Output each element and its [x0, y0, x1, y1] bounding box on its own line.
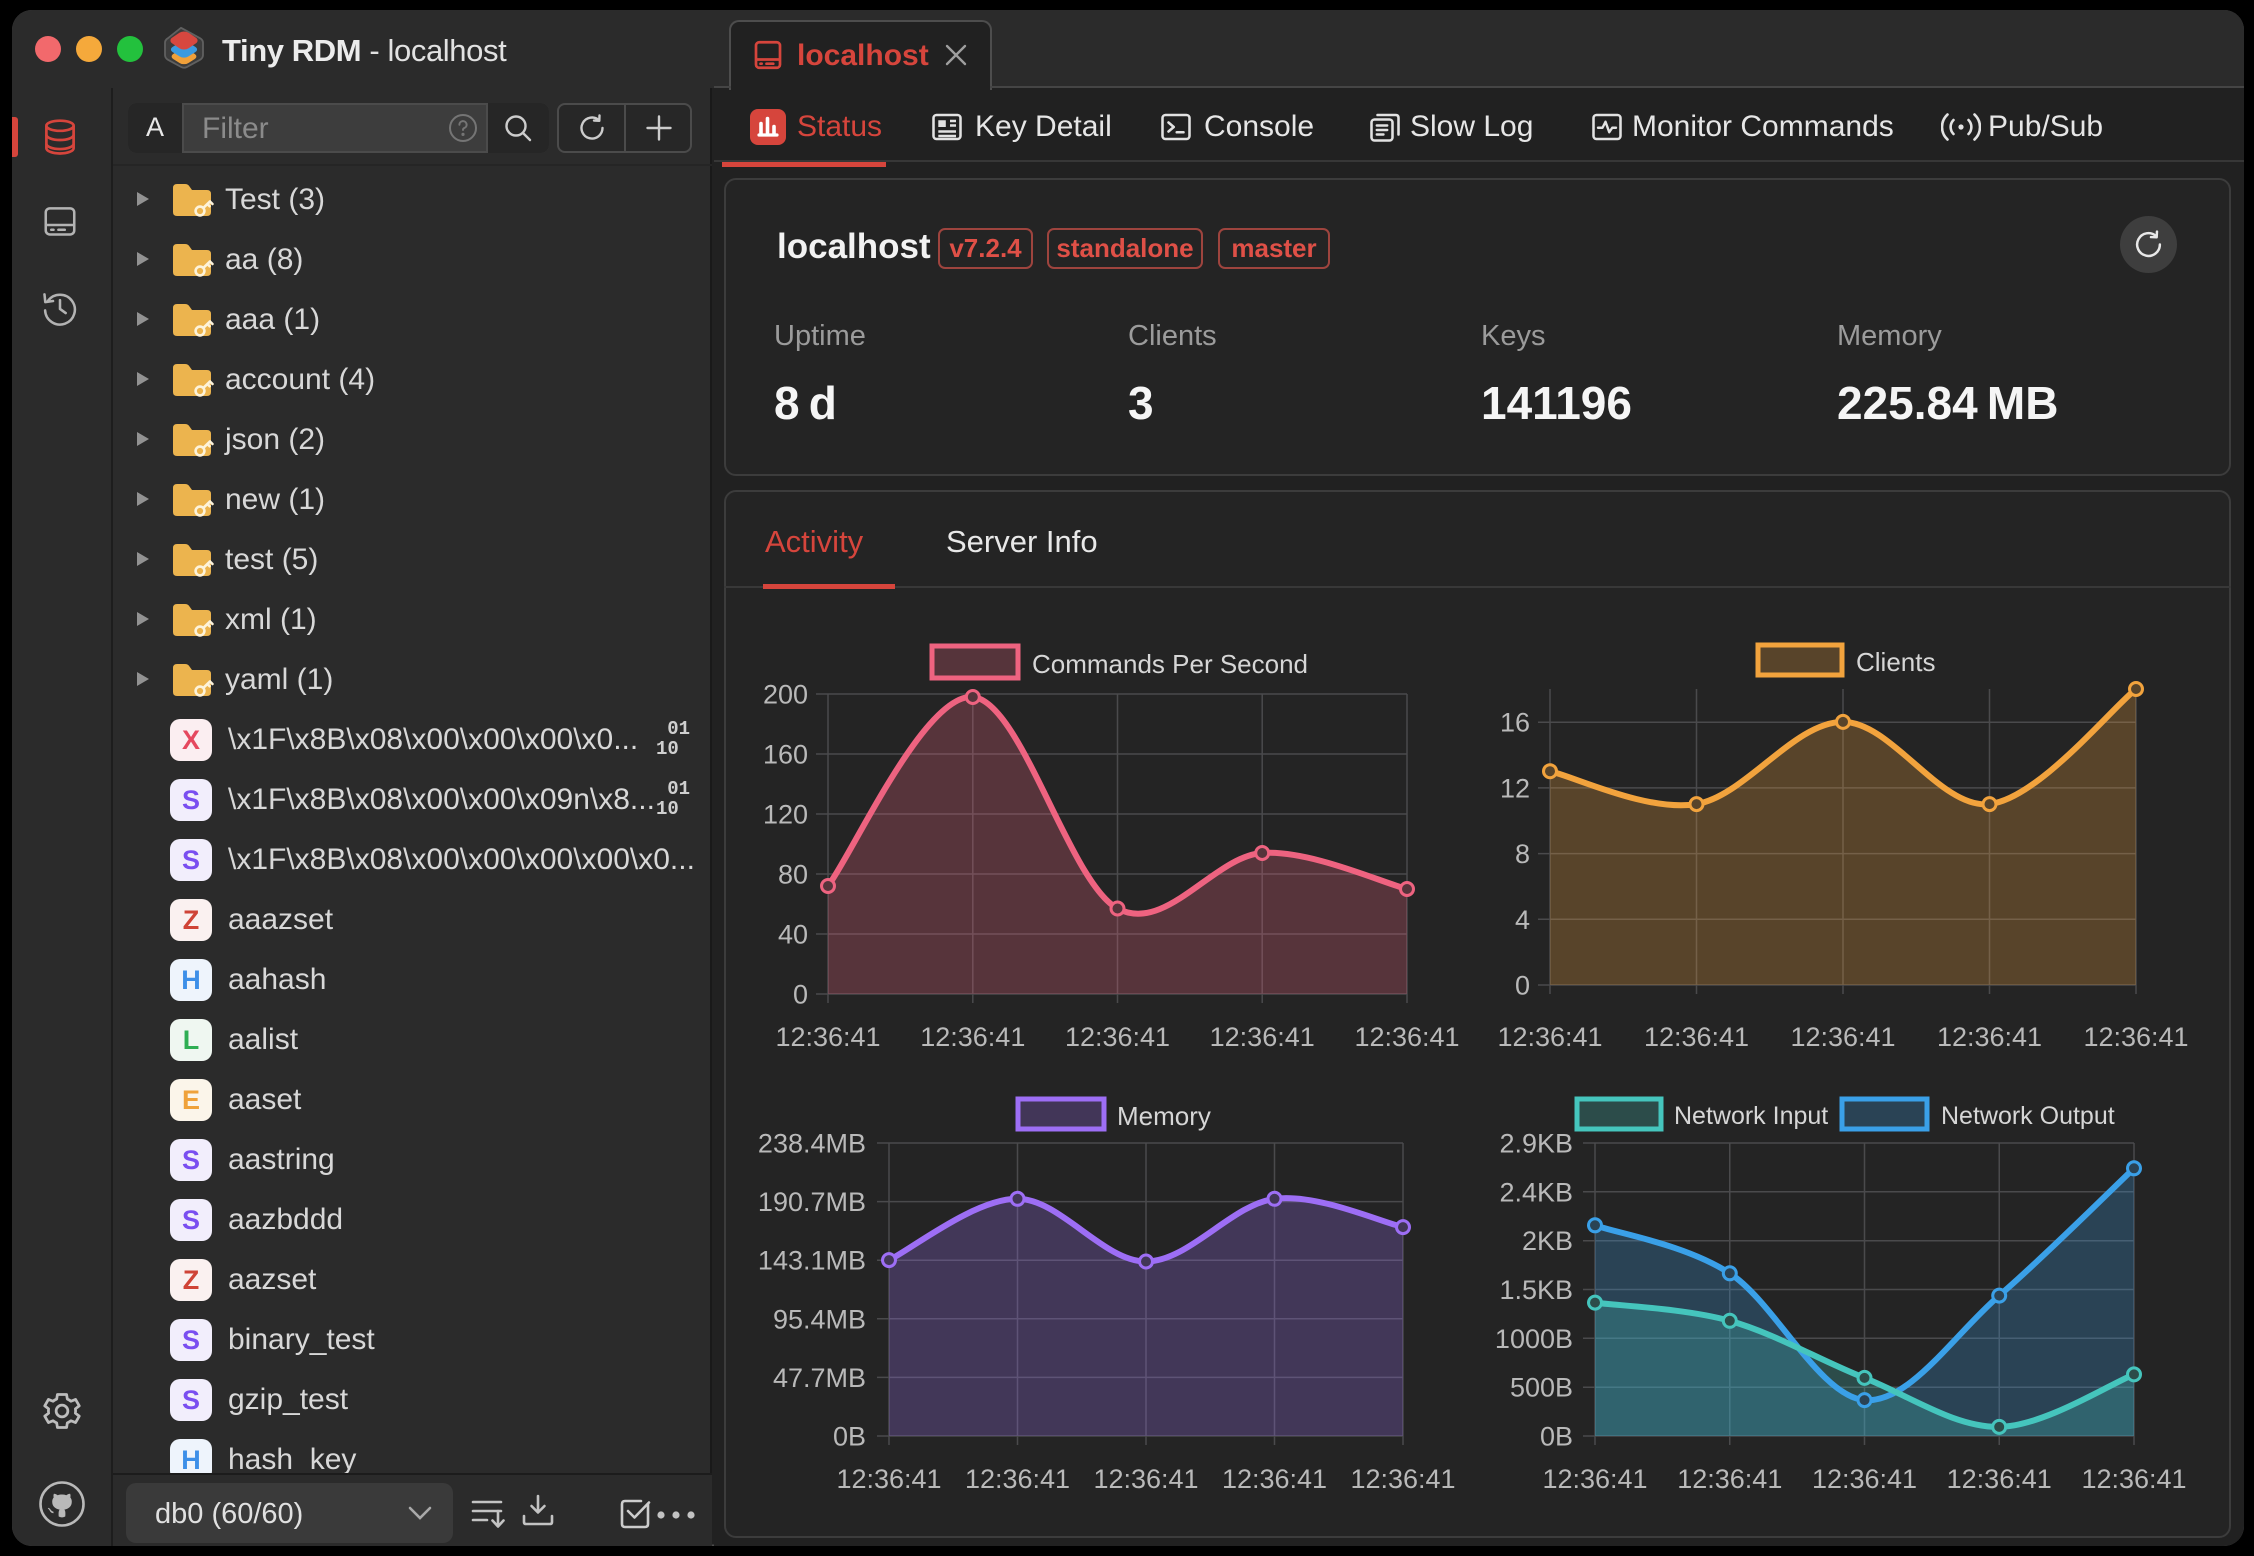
svg-text:12:36:41: 12:36:41 [1093, 1464, 1198, 1494]
svg-text:190.7MB: 190.7MB [758, 1187, 866, 1217]
svg-text:12:36:41: 12:36:41 [1937, 1022, 2042, 1052]
svg-text:2.4KB: 2.4KB [1499, 1177, 1573, 1207]
svg-text:12:36:41: 12:36:41 [1222, 1464, 1327, 1494]
svg-text:16: 16 [1500, 708, 1530, 738]
svg-text:12:36:41: 12:36:41 [1947, 1464, 2052, 1494]
svg-text:12:36:41: 12:36:41 [1677, 1464, 1782, 1494]
svg-text:1000B: 1000B [1495, 1324, 1573, 1354]
svg-text:12:36:41: 12:36:41 [1812, 1464, 1917, 1494]
svg-text:12:36:41: 12:36:41 [920, 1022, 1025, 1052]
svg-text:Clients: Clients [1856, 647, 1935, 677]
svg-text:12:36:41: 12:36:41 [2081, 1464, 2186, 1494]
svg-text:2.9KB: 2.9KB [1499, 1129, 1573, 1159]
svg-text:2KB: 2KB [1522, 1226, 1573, 1256]
svg-text:0: 0 [793, 980, 808, 1010]
svg-text:12:36:41: 12:36:41 [1354, 1022, 1459, 1052]
svg-text:238.4MB: 238.4MB [758, 1129, 866, 1159]
svg-text:Network Input: Network Input [1674, 1102, 1828, 1130]
svg-text:12:36:41: 12:36:41 [2083, 1022, 2188, 1052]
svg-text:12:36:41: 12:36:41 [1644, 1022, 1749, 1052]
svg-text:Commands Per Second: Commands Per Second [1032, 649, 1308, 679]
svg-text:12:36:41: 12:36:41 [1542, 1464, 1647, 1494]
svg-text:500B: 500B [1510, 1373, 1573, 1403]
svg-text:8: 8 [1515, 839, 1530, 869]
svg-text:1.5KB: 1.5KB [1499, 1275, 1573, 1305]
svg-text:12:36:41: 12:36:41 [775, 1022, 880, 1052]
svg-text:Network Output: Network Output [1941, 1102, 2115, 1130]
svg-text:160: 160 [763, 740, 808, 770]
svg-text:120: 120 [763, 800, 808, 830]
svg-text:12: 12 [1500, 773, 1530, 803]
svg-text:Memory: Memory [1117, 1101, 1211, 1131]
svg-text:12:36:41: 12:36:41 [1350, 1464, 1455, 1494]
svg-text:80: 80 [778, 860, 808, 890]
svg-text:12:36:41: 12:36:41 [965, 1464, 1070, 1494]
svg-text:40: 40 [778, 920, 808, 950]
svg-text:12:36:41: 12:36:41 [1210, 1022, 1315, 1052]
svg-text:12:36:41: 12:36:41 [1497, 1022, 1602, 1052]
svg-text:0: 0 [1515, 971, 1530, 1001]
svg-text:95.4MB: 95.4MB [773, 1304, 866, 1334]
svg-text:143.1MB: 143.1MB [758, 1246, 866, 1276]
svg-text:0B: 0B [833, 1422, 866, 1452]
svg-text:12:36:41: 12:36:41 [1065, 1022, 1170, 1052]
svg-text:12:36:41: 12:36:41 [836, 1464, 941, 1494]
svg-text:200: 200 [763, 680, 808, 710]
svg-text:4: 4 [1515, 905, 1530, 935]
svg-text:12:36:41: 12:36:41 [1790, 1022, 1895, 1052]
svg-text:47.7MB: 47.7MB [773, 1363, 866, 1393]
svg-text:0B: 0B [1540, 1422, 1573, 1452]
